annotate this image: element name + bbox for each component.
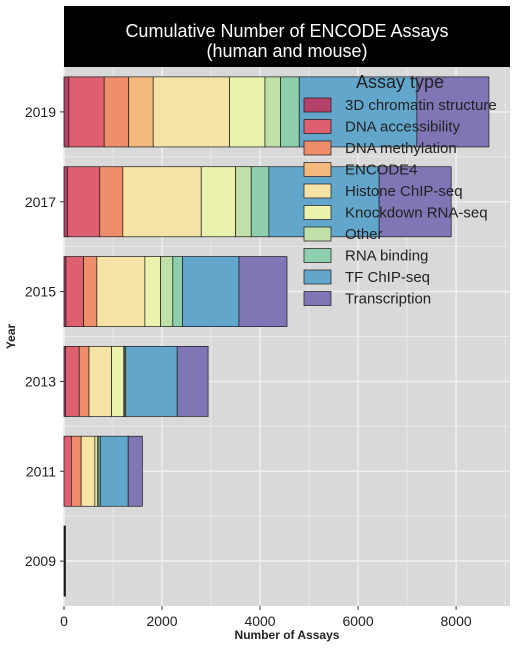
bar-segment	[128, 76, 154, 148]
legend-swatch	[303, 226, 332, 242]
bar-stack-2011	[63, 435, 143, 507]
bar-segment	[264, 76, 281, 148]
legend-label: Other	[345, 226, 383, 243]
bar-segment	[103, 76, 130, 148]
bar-segment	[122, 166, 202, 238]
x-axis-title: Number of Assays	[235, 628, 340, 642]
bar-segment	[99, 435, 129, 507]
bar-segment	[235, 166, 252, 238]
bar-segment	[63, 166, 68, 238]
legend-label: 3D chromatin structure	[345, 97, 497, 114]
bar-segment	[68, 76, 105, 148]
bar-segment	[63, 76, 70, 148]
legend-swatch	[303, 248, 332, 263]
bar-segment	[80, 435, 96, 507]
bar-segment	[127, 435, 143, 507]
y-tick-label: 2013	[25, 373, 56, 389]
bar-segment	[94, 435, 98, 507]
legend-label: Histone ChIP-seq	[345, 183, 463, 200]
legend-label: Transcription	[345, 291, 431, 308]
bar-segment	[238, 256, 288, 327]
legend-swatch	[303, 183, 332, 199]
bar-segment	[378, 166, 452, 238]
legend-label: TF ChIP-seq	[345, 269, 430, 286]
legend-swatch	[303, 291, 332, 306]
bar-segment	[78, 346, 90, 417]
bar-segment	[280, 76, 300, 148]
legend-swatch	[303, 140, 332, 156]
bar-segment	[152, 76, 231, 148]
chart-title-line-1: Cumulative Number of ENCODE Assays	[125, 21, 448, 41]
legend-swatch	[303, 119, 332, 134]
title-background	[64, 6, 510, 67]
bar-stack-2019	[63, 76, 490, 148]
bar-stack-2009	[63, 525, 66, 597]
bars	[63, 76, 490, 597]
x-tick-label: 0	[60, 613, 68, 629]
bar-stack-2017	[63, 166, 452, 238]
legend-label: DNA accessibility	[345, 119, 461, 136]
bar-segment	[99, 166, 124, 238]
x-tick-label: 8000	[441, 613, 472, 629]
legend-label: Knockdown RNA-seq	[345, 205, 488, 222]
bar-segment	[416, 76, 490, 148]
legend-swatch	[303, 205, 332, 220]
bar-segment	[65, 256, 84, 327]
bar-segment	[144, 256, 161, 327]
legend-label: RNA binding	[345, 248, 428, 265]
title-strip: Cumulative Number of ENCODE Assays (huma…	[64, 6, 510, 67]
bar-segment	[200, 166, 236, 238]
bar-segment	[88, 346, 112, 417]
x-tick-label: 6000	[342, 613, 373, 629]
bar-stack-2013	[63, 346, 209, 417]
y-tick-label: 2015	[25, 284, 56, 300]
legend-title: Assay type	[356, 72, 444, 92]
bar-segment	[67, 166, 101, 238]
legend-label: DNA methylation	[345, 140, 457, 157]
y-axis-title: Year	[4, 323, 18, 349]
bar-segment	[111, 346, 125, 417]
bar-segment	[176, 346, 209, 417]
y-tick-label: 2019	[25, 104, 56, 120]
bar-segment	[229, 76, 266, 148]
x-tick-label: 4000	[244, 613, 275, 629]
legend-swatch	[303, 269, 332, 285]
x-tick-label: 2000	[146, 613, 177, 629]
y-tick-label: 2011	[26, 463, 56, 479]
legend: Assay type 3D chromatin structure DNA acc…	[303, 72, 497, 308]
legend-swatch	[303, 162, 332, 177]
bar-segment	[83, 256, 98, 327]
y-tick-label: 2009	[25, 553, 56, 569]
bar-segment	[182, 256, 240, 327]
bar-segment	[160, 256, 174, 327]
axes: 0 2000 4000 6000 8000 2009 2011 2013 2015 2017 201…	[25, 104, 472, 629]
bar-segment	[71, 435, 82, 507]
bar-segment	[63, 435, 72, 507]
bar-segment	[96, 256, 146, 327]
y-tick-label: 2017	[25, 194, 56, 210]
bar-segment	[250, 166, 270, 238]
chart-title-line-2: (human and mouse)	[206, 41, 367, 61]
bar-segment	[65, 346, 80, 417]
bar-stack-2015	[63, 256, 288, 327]
legend-swatch	[303, 97, 332, 113]
legend-label: ENCODE4	[345, 162, 418, 179]
bar-segment	[172, 256, 183, 327]
bar-segment	[125, 346, 178, 417]
